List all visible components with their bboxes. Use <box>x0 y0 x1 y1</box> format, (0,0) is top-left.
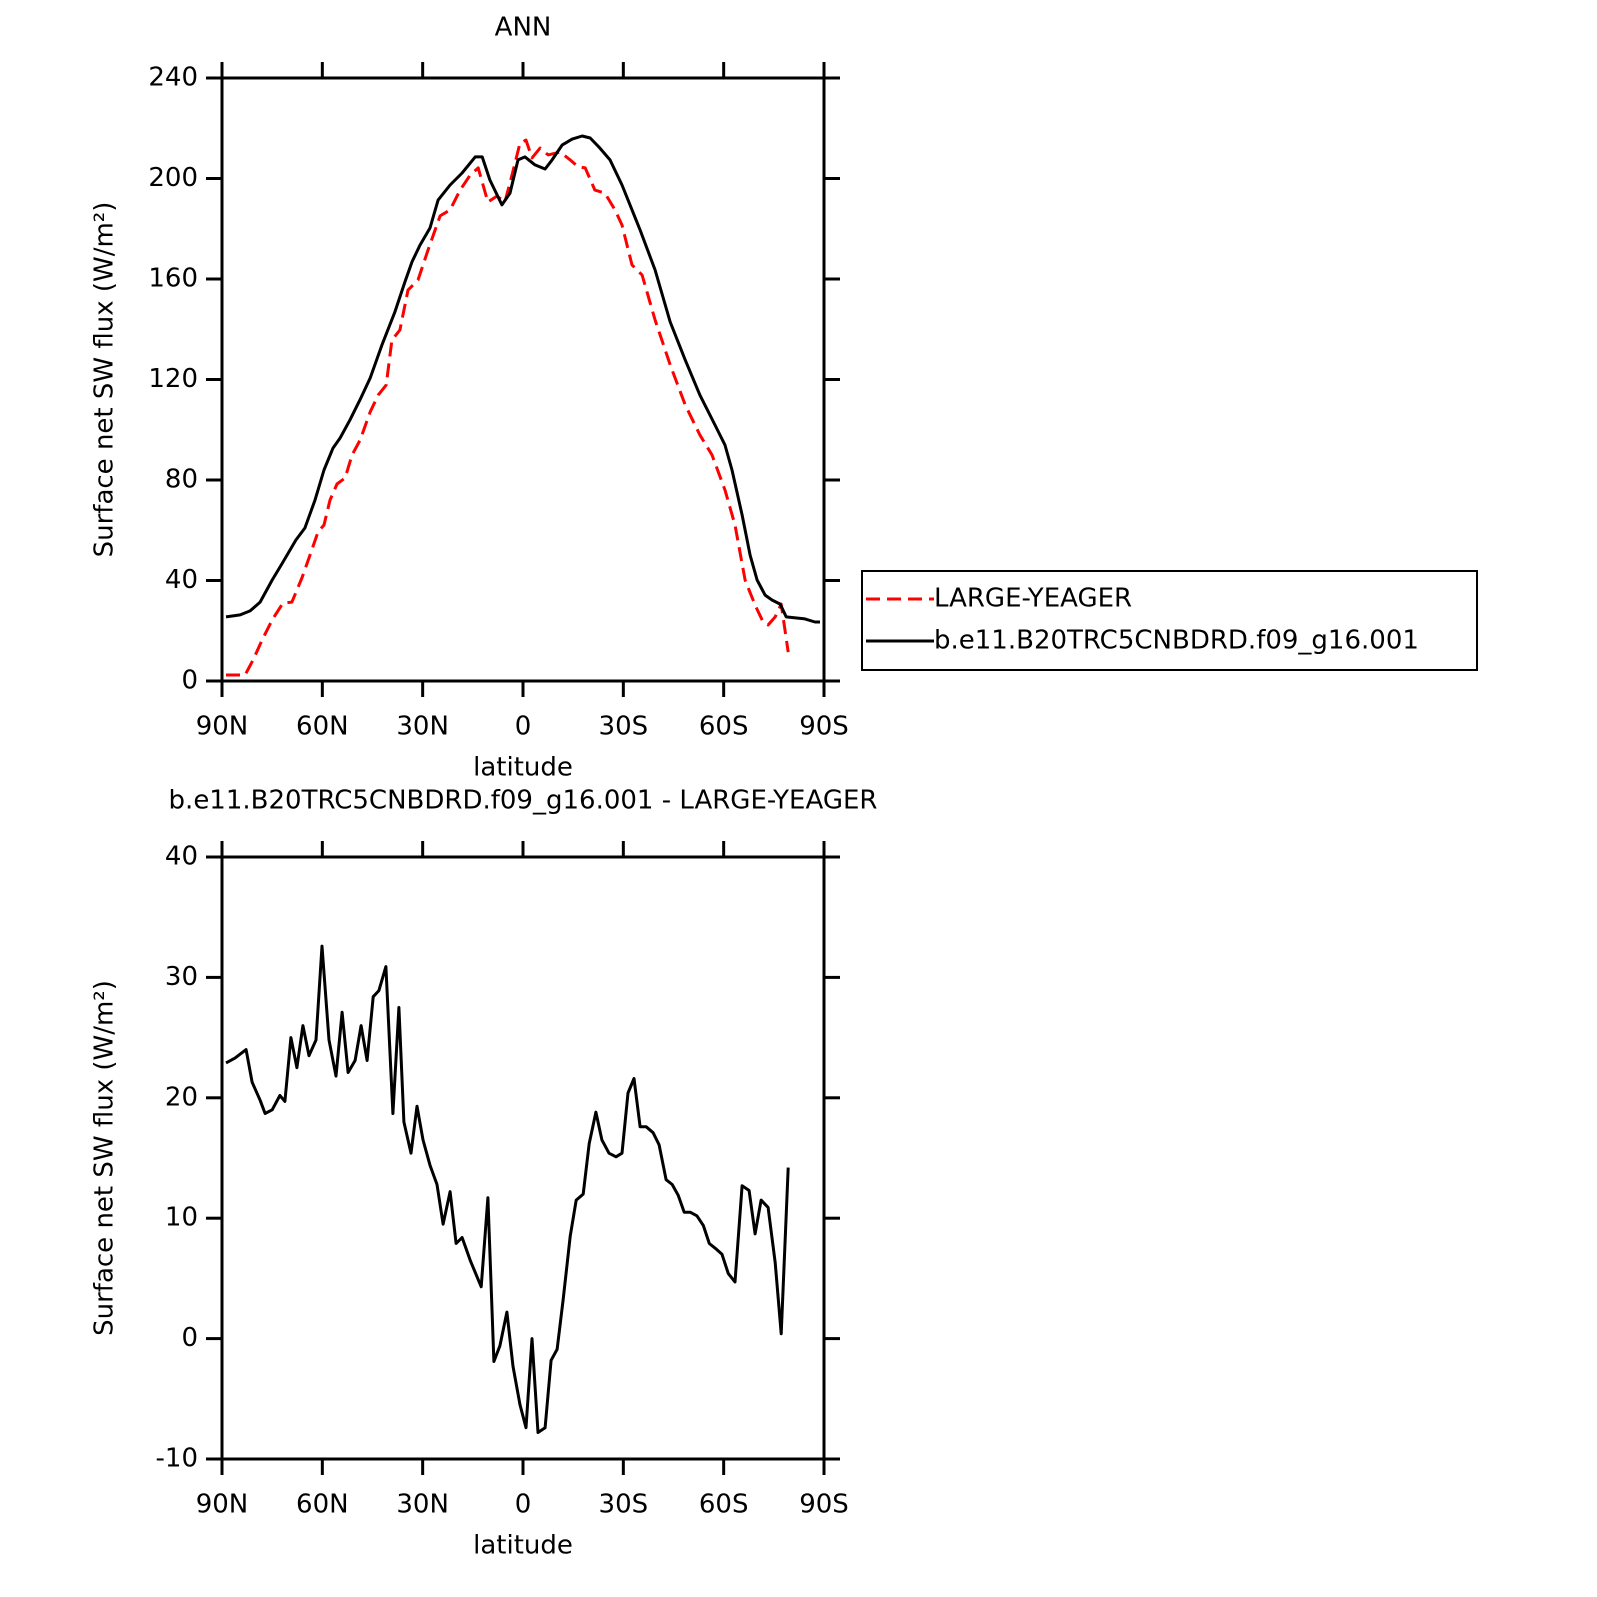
data-line <box>225 944 790 1434</box>
y-axis-label: Surface net SW flux (W/m²) <box>90 202 120 558</box>
y-tick-label: 30 <box>165 962 198 992</box>
data-line <box>226 138 790 677</box>
x-tick-label: 60N <box>296 712 349 742</box>
plot-frame <box>220 855 826 1461</box>
y-tick-label: -10 <box>156 1444 198 1474</box>
x-tick-label: 30S <box>599 712 649 742</box>
x-tick-label: 0 <box>515 712 532 742</box>
x-tick-label: 60S <box>699 1490 749 1520</box>
y-tick-label: 200 <box>148 163 198 193</box>
y-tick-label: 40 <box>165 565 198 595</box>
x-tick-label: 30N <box>396 1490 449 1520</box>
y-tick-label: 120 <box>148 364 198 394</box>
y-tick-label: 0 <box>181 1323 198 1353</box>
x-tick-label: 90N <box>196 712 249 742</box>
chart-title: b.e11.B20TRC5CNBDRD.f09_g16.001 - LARGE-… <box>169 786 878 816</box>
x-tick-label: 90S <box>799 1490 849 1520</box>
y-tick-label: 240 <box>148 63 198 93</box>
chart-title: ANN <box>495 13 552 43</box>
x-tick-label: 90S <box>799 712 849 742</box>
x-tick-label: 60S <box>699 712 749 742</box>
y-axis-label: Surface net SW flux (W/m²) <box>90 980 120 1336</box>
x-tick-label: 0 <box>515 1490 532 1520</box>
y-tick-label: 160 <box>148 264 198 294</box>
plot-frame <box>220 76 826 683</box>
y-tick-label: 20 <box>165 1082 198 1112</box>
x-tick-label: 30N <box>396 712 449 742</box>
legend-label: b.e11.B20TRC5CNBDRD.f09_g16.001 <box>934 626 1419 656</box>
x-axis-label: latitude <box>473 1531 573 1561</box>
y-tick-label: 0 <box>181 666 198 696</box>
data-line <box>225 134 820 624</box>
x-tick-label: 30S <box>599 1490 649 1520</box>
x-axis-label: latitude <box>473 753 573 783</box>
legend-box <box>861 570 1478 671</box>
x-tick-label: 60N <box>296 1490 349 1520</box>
x-tick-label: 90N <box>196 1490 249 1520</box>
y-tick-label: 80 <box>165 465 198 495</box>
y-tick-label: 40 <box>165 842 198 872</box>
y-tick-label: 10 <box>165 1203 198 1233</box>
legend-label: LARGE-YEAGER <box>934 584 1132 614</box>
